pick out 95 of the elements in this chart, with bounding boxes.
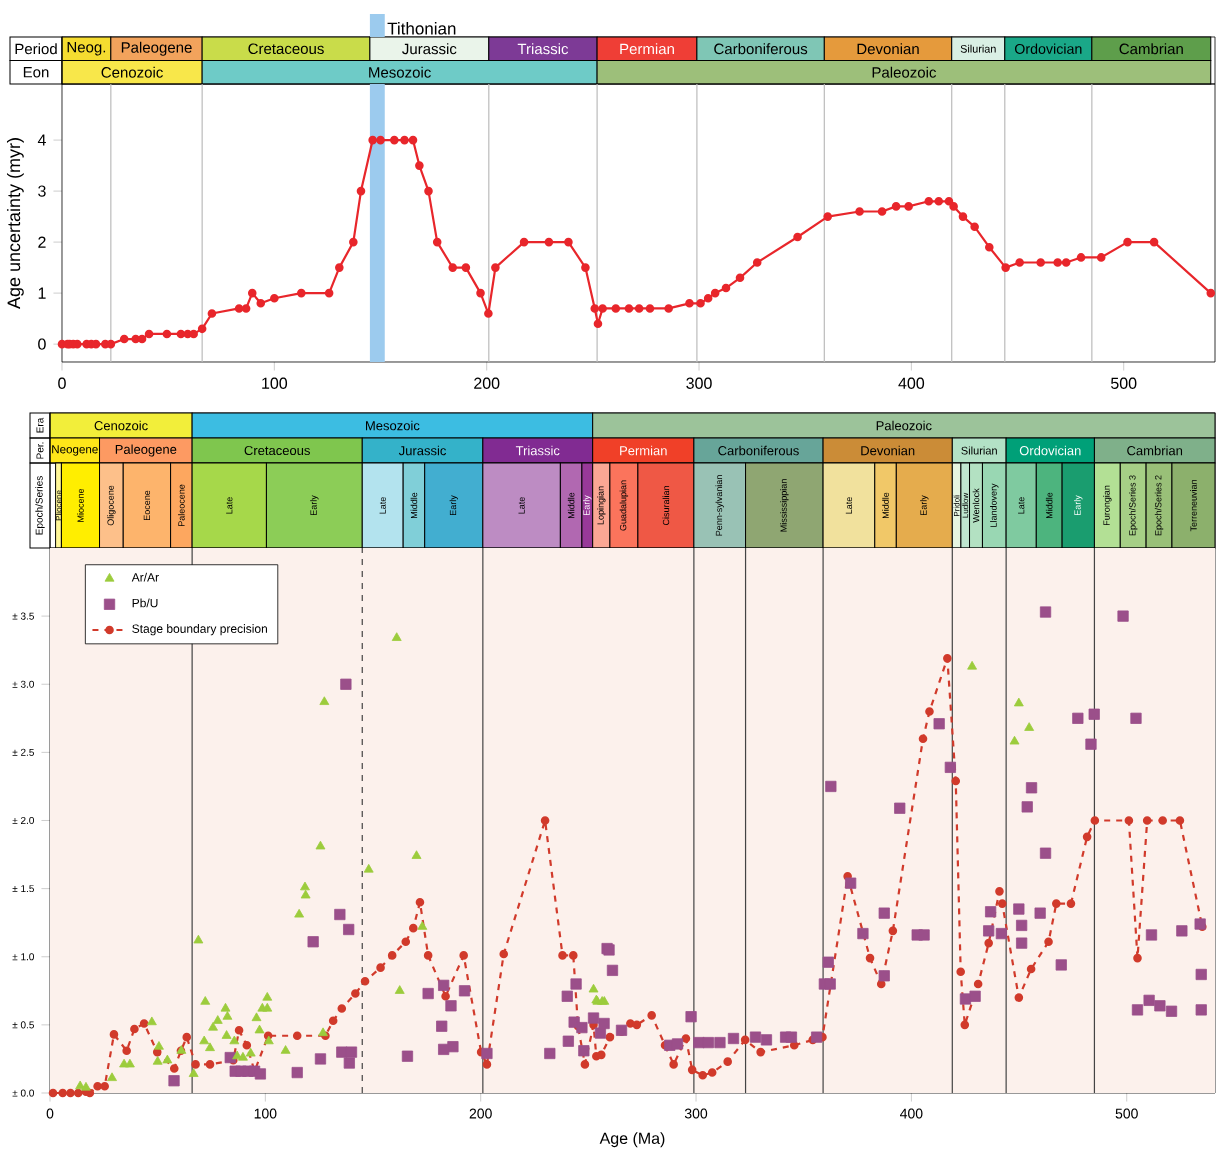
series-label: Jurassic (402, 43, 457, 55)
series-label: Carboniferous (718, 445, 799, 456)
series-label: Miocene (77, 488, 84, 522)
series-label: Devonian (857, 43, 919, 55)
x-tick-label: 200 (474, 377, 500, 389)
series-label: Guadalupian (619, 480, 629, 531)
series-label: Paleogene (121, 41, 192, 56)
series-label: Mississippian (780, 479, 789, 532)
y-axis-title: Age uncertainty (myr) (6, 138, 24, 309)
series-label: Mesozoic (369, 66, 431, 78)
series-label: Middle (882, 492, 889, 518)
series-label: Jurassic (398, 445, 447, 456)
series-label: Early (920, 495, 929, 515)
y-tick-label: ± 0.0 (12, 1089, 35, 1097)
series-label: Penn-sylvanian (715, 475, 724, 536)
series-label: Silurian (961, 446, 997, 455)
y-tick-label: ± 2.0 (12, 816, 35, 825)
series-label: Paleozoic (872, 66, 937, 78)
y-tick-label: ± 3.5 (12, 612, 34, 620)
x-tick-label: 400 (900, 1108, 923, 1119)
series-label: Triassic (517, 43, 569, 55)
y-tick-label: ± 2.5 (12, 748, 34, 756)
series-label: Late (518, 497, 525, 514)
series-label: Furongian (1103, 485, 1112, 525)
series-label: Llandovery (990, 483, 999, 527)
series-label: Carboniferous (714, 43, 808, 55)
series-label: Cenozoic (94, 420, 148, 431)
series-label: Permian (620, 445, 667, 456)
series-label: Triassic (515, 445, 560, 456)
series-label: Early (583, 495, 592, 515)
y-tick-label: 0 (38, 338, 46, 350)
y-tick-label: Era (36, 417, 44, 433)
series-label: Cambrian (1119, 43, 1183, 55)
x-tick-label: 100 (254, 1108, 277, 1119)
series-label: Mesozoic (366, 420, 420, 431)
series-label: Ordovician (1019, 445, 1081, 456)
y-tick-label: ± 0.5 (12, 1021, 34, 1029)
series-label: Early (310, 495, 319, 515)
x-tick-label: 200 (469, 1108, 492, 1119)
y-tick-label: 3 (38, 185, 46, 197)
series-label: Epoch/Series 2 (1154, 475, 1164, 536)
series-label: Paleogene (115, 444, 177, 457)
series-label: Paleozoic (876, 420, 932, 431)
series-label: Pridoli (953, 494, 960, 516)
series-label: Late (1018, 497, 1025, 514)
series-label: Middle (410, 492, 418, 518)
y-tick-label: Period (15, 43, 57, 55)
legend-label: Ar/Ar (131, 572, 159, 582)
x-tick-label: 0 (58, 377, 66, 389)
series-label: Ludlow (962, 492, 969, 518)
y-tick-label: Per. (36, 442, 44, 459)
series-label: Cisuralian (662, 486, 670, 526)
series-label: Permian (620, 43, 674, 55)
x-tick-label: 500 (1115, 1108, 1138, 1119)
series-label: Silurian (960, 44, 996, 53)
series-label: Wenlock (972, 488, 980, 523)
legend-label: Pb/U (132, 598, 158, 608)
x-tick-label: 100 (262, 377, 288, 389)
x-tick-label: 300 (686, 377, 712, 389)
series-label: Cretaceous (244, 445, 310, 456)
series-label: Middle (1045, 492, 1053, 518)
legend-label: Stage boundary precision (132, 624, 267, 636)
legend-label: Neog. (67, 42, 106, 56)
y-tick-label: 2 (38, 236, 46, 248)
series-label: Eocene (143, 490, 151, 520)
y-tick-label: 1 (38, 287, 46, 299)
series-label: Lopingian (597, 486, 606, 525)
series-label: Early (1074, 495, 1083, 515)
series-label: Middle (567, 492, 575, 518)
series-label: Oligocene (107, 485, 116, 526)
legend-label: Tithonian (387, 22, 456, 35)
y-tick-label: Epoch/Series (35, 476, 45, 535)
series-label: Late (379, 497, 386, 514)
series-label: Ordovician (1014, 43, 1082, 54)
series-label: Late (226, 497, 233, 514)
y-tick-label: ± 3.0 (12, 680, 35, 688)
y-tick-label: Eon (23, 67, 49, 78)
series-label: Pliocene (55, 490, 62, 521)
series-label: Devonian (861, 445, 915, 456)
series-label: Late (845, 497, 853, 514)
y-tick-label: ± 1.0 (12, 953, 35, 961)
series-label: Epoch/Series 3 (1128, 475, 1138, 536)
series-label: Cambrian (1127, 445, 1183, 456)
series-label: Terreneuvian (1190, 480, 1197, 532)
x-axis-title: Age (Ma) (599, 1132, 665, 1148)
series-label: Cenozoic (101, 66, 163, 78)
x-tick-label: 500 (1110, 377, 1137, 389)
x-tick-label: 300 (684, 1108, 708, 1119)
series-label: Early (449, 495, 458, 515)
series-label: Paleocene (178, 484, 185, 526)
series-label: Cretaceous (248, 43, 324, 55)
y-tick-label: ± 1.5 (12, 885, 34, 893)
y-tick-label: 4 (37, 134, 46, 146)
legend-label: Neogene (52, 445, 98, 456)
x-tick-label: 400 (898, 377, 925, 389)
